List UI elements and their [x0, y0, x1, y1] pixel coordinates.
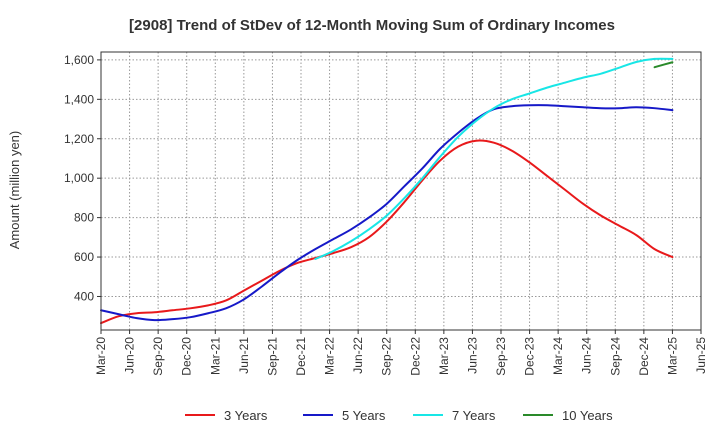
x-tick-label: Dec-21: [294, 337, 308, 376]
y-axis-label: Amount (million yen): [7, 131, 22, 250]
series-group: [100, 57, 674, 325]
x-tick-label: Jun-22: [351, 337, 365, 374]
x-tick-label: Sep-22: [380, 337, 394, 376]
y-tick-label: 1,600: [64, 53, 94, 67]
x-tick-label: Jun-24: [580, 337, 594, 374]
x-tick-label: Jun-20: [123, 337, 137, 374]
legend-label-7-years: 7 Years: [452, 408, 496, 423]
x-tick-label: Jun-23: [465, 337, 479, 374]
x-tick-label: Sep-23: [494, 337, 508, 376]
y-tick-label: 800: [74, 211, 94, 225]
series-line-5-years: [100, 104, 674, 322]
x-tick-label: Mar-21: [208, 337, 222, 375]
series-line-7-years: [314, 57, 674, 261]
legend: 3 Years 5 Years 7 Years 10 Years: [185, 408, 613, 423]
plot-frame: [100, 51, 702, 331]
x-axis-ticks: Mar-20 Jun-20 Sep-20 Dec-20 Mar-21 Jun-21 Sep-…: [94, 330, 708, 376]
x-tick-label: Mar-23: [437, 337, 451, 375]
chart-title: [2908] Trend of StDev of 12-Month Moving…: [129, 17, 615, 34]
y-tick-label: 400: [74, 289, 94, 303]
x-tick-label: Mar-22: [323, 337, 337, 375]
y-tick-label: 600: [74, 250, 94, 264]
grid: [101, 52, 701, 330]
y-tick-label: 1,200: [64, 132, 94, 146]
x-tick-label: Jun-25: [694, 337, 708, 374]
y-tick-label: 1,000: [64, 171, 94, 185]
series-line-3-years: [100, 139, 674, 325]
series-line-10-years: [653, 61, 674, 69]
x-tick-label: Sep-20: [151, 337, 165, 376]
x-tick-label: Sep-24: [608, 337, 622, 376]
x-tick-label: Dec-22: [408, 337, 422, 376]
x-tick-label: Sep-21: [265, 337, 279, 376]
legend-label-3-years: 3 Years: [224, 408, 268, 423]
x-tick-label: Dec-24: [637, 337, 651, 376]
x-tick-label: Mar-25: [665, 337, 679, 375]
legend-label-5-years: 5 Years: [342, 408, 386, 423]
y-tick-label: 1,400: [64, 92, 94, 106]
x-tick-label: Jun-21: [237, 337, 251, 374]
x-tick-label: Dec-20: [180, 337, 194, 376]
x-tick-label: Dec-23: [523, 337, 537, 376]
x-tick-label: Mar-24: [551, 337, 565, 375]
x-tick-label: Mar-20: [94, 337, 108, 375]
y-axis-ticks: 400 600 800 1,000 1,200 1,400 1,600: [64, 53, 101, 303]
legend-label-10-years: 10 Years: [562, 408, 613, 423]
